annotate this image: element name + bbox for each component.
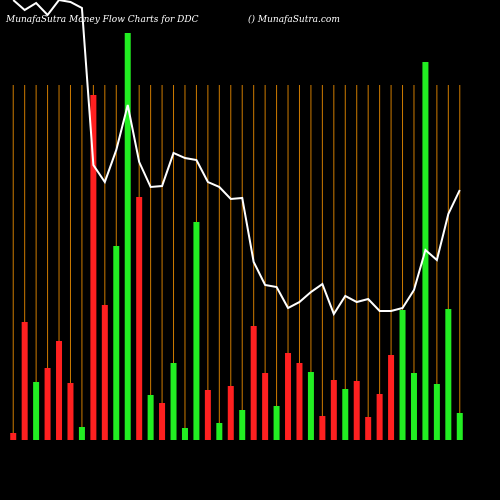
bar — [353, 381, 360, 440]
bar — [204, 390, 211, 440]
bar — [250, 326, 257, 440]
bar — [181, 428, 188, 440]
bars — [10, 33, 463, 440]
bar — [376, 394, 383, 440]
lines — [12, 0, 461, 317]
bar — [44, 368, 51, 440]
bar — [342, 389, 349, 440]
chart-subtitle: () MunafaSutra.com — [248, 14, 340, 25]
bar — [307, 372, 314, 440]
bar — [67, 383, 74, 440]
bar — [78, 427, 85, 440]
bar — [456, 413, 463, 440]
bar — [388, 355, 395, 440]
bar — [90, 95, 97, 440]
bar — [136, 197, 143, 440]
bar — [216, 423, 223, 440]
bar — [101, 305, 108, 440]
bar — [273, 406, 280, 440]
chart-title: MunafaSutra Money Flow Charts for DDC — [5, 15, 199, 25]
bar — [10, 433, 17, 440]
bar — [239, 410, 246, 440]
bar — [296, 363, 303, 440]
bar — [33, 382, 40, 440]
bar — [147, 395, 154, 440]
bar — [285, 353, 292, 440]
bar — [170, 363, 177, 440]
bar — [319, 416, 326, 440]
bar — [159, 403, 166, 440]
bar — [193, 222, 200, 440]
bar — [56, 341, 63, 440]
bar — [227, 386, 234, 440]
bar — [113, 246, 120, 440]
bar — [21, 322, 28, 440]
bar — [410, 373, 417, 440]
bar — [433, 384, 440, 440]
bar — [262, 373, 269, 440]
bar — [330, 380, 337, 440]
money-flow-line — [12, 0, 461, 317]
bar — [399, 310, 406, 440]
bar — [365, 417, 372, 440]
bar — [445, 309, 452, 440]
bar — [124, 33, 131, 440]
